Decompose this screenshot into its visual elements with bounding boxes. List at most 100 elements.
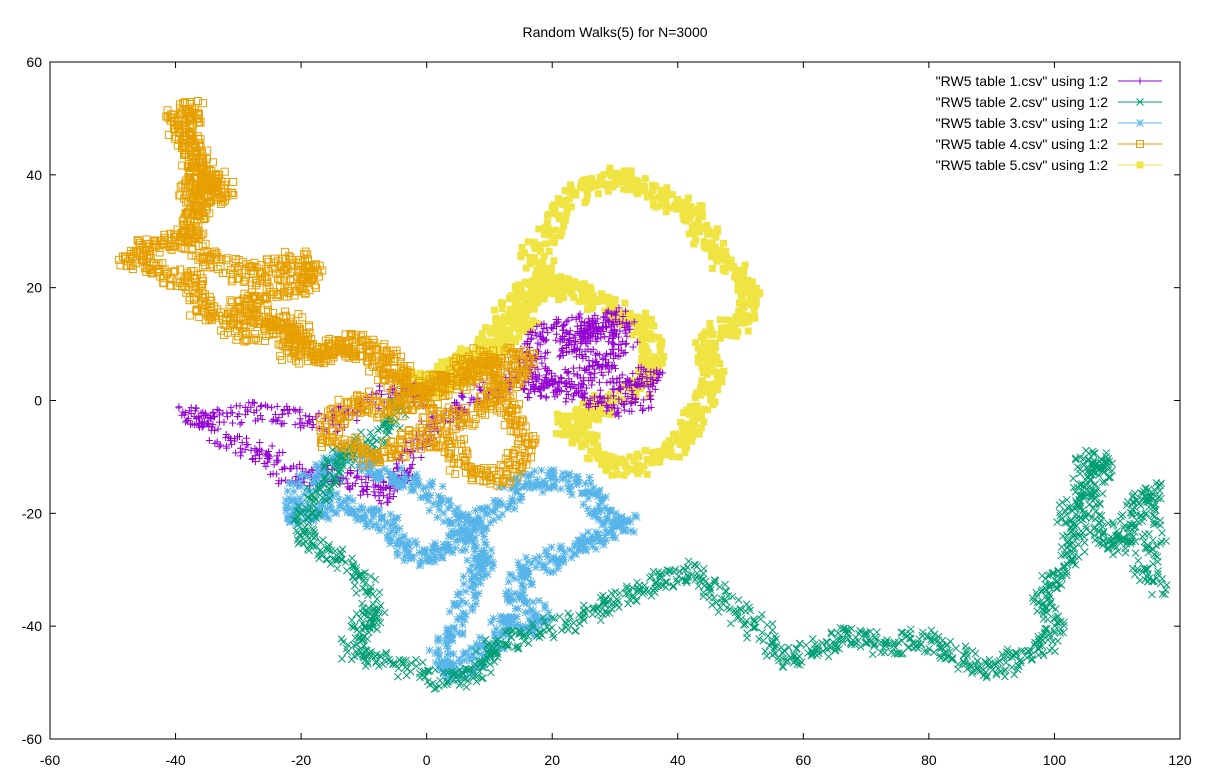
data-point <box>482 524 490 533</box>
data-point <box>650 333 658 341</box>
data-point <box>556 485 565 493</box>
data-point <box>552 226 560 234</box>
data-point <box>623 332 631 340</box>
data-point <box>562 329 570 337</box>
data-point <box>630 318 638 326</box>
data-point <box>408 460 416 468</box>
data-point <box>531 364 539 372</box>
x-tick-label: 80 <box>921 752 937 768</box>
data-point <box>274 456 282 464</box>
data-point <box>579 440 587 448</box>
data-point <box>369 600 378 609</box>
data-point <box>483 559 492 568</box>
data-point <box>464 515 473 524</box>
data-point <box>338 458 347 467</box>
data-point <box>542 363 550 371</box>
data-point <box>535 552 544 561</box>
data-point <box>472 599 480 608</box>
data-point <box>1008 663 1016 672</box>
data-point <box>635 368 643 376</box>
data-point <box>321 512 330 520</box>
data-point <box>560 222 568 230</box>
data-point <box>294 519 302 528</box>
data-point <box>505 597 514 606</box>
data-point <box>593 349 601 357</box>
data-point <box>525 615 533 623</box>
data-point <box>537 294 545 302</box>
data-point <box>393 672 402 681</box>
data-point <box>538 359 546 367</box>
data-point <box>383 430 392 439</box>
data-point <box>709 347 717 355</box>
data-point <box>375 526 384 535</box>
data-point <box>380 522 389 531</box>
data-point <box>417 453 425 461</box>
data-point <box>470 572 478 581</box>
data-point <box>365 614 374 623</box>
data-point <box>443 626 451 635</box>
data-point <box>297 483 305 491</box>
data-point <box>650 379 658 387</box>
data-point <box>516 568 525 577</box>
data-point <box>971 649 980 658</box>
data-point <box>1131 549 1140 557</box>
data-point <box>501 313 509 321</box>
data-point <box>544 329 552 337</box>
data-point <box>422 483 430 492</box>
data-point <box>423 554 432 563</box>
data-point <box>514 558 523 567</box>
data-point <box>255 454 263 462</box>
data-point <box>405 548 414 556</box>
data-point <box>370 488 378 496</box>
data-point <box>349 560 358 569</box>
data-point <box>620 349 628 357</box>
data-point <box>499 334 507 342</box>
data-point <box>656 368 664 376</box>
data-point <box>507 306 515 314</box>
data-point <box>580 289 588 297</box>
data-point <box>732 274 740 282</box>
data-point <box>457 345 465 353</box>
data-point <box>527 334 535 342</box>
data-point <box>345 494 354 503</box>
data-point <box>536 481 545 490</box>
data-point <box>354 505 363 514</box>
data-point <box>1109 550 1117 559</box>
data-point <box>192 404 200 412</box>
data-point <box>577 284 585 292</box>
data-point <box>645 404 653 412</box>
data-point <box>296 530 304 539</box>
data-point <box>371 481 379 489</box>
data-point <box>534 339 542 347</box>
data-point <box>459 393 467 401</box>
data-point <box>1128 564 1137 573</box>
data-point <box>249 455 257 463</box>
data-point <box>448 548 457 557</box>
data-point <box>645 573 654 582</box>
data-point <box>594 398 602 406</box>
data-point <box>575 330 583 338</box>
data-point <box>428 478 437 486</box>
data-point <box>492 314 500 322</box>
data-point <box>692 236 700 244</box>
data-point <box>636 374 644 382</box>
data-point <box>534 365 542 373</box>
data-point <box>545 484 553 493</box>
data-point <box>583 488 592 497</box>
data-point <box>545 367 553 375</box>
data-point <box>476 552 485 561</box>
data-point <box>644 348 652 356</box>
data-point <box>579 354 587 362</box>
data-point <box>356 614 365 623</box>
data-point <box>549 553 558 561</box>
data-point <box>449 650 458 658</box>
data-point <box>611 365 619 373</box>
data-point <box>603 362 611 370</box>
data-point <box>612 516 621 525</box>
data-point <box>375 506 384 515</box>
data-point <box>656 348 664 356</box>
data-point <box>365 473 373 481</box>
data-point <box>323 504 332 513</box>
data-point <box>213 405 221 413</box>
data-point <box>621 349 629 357</box>
